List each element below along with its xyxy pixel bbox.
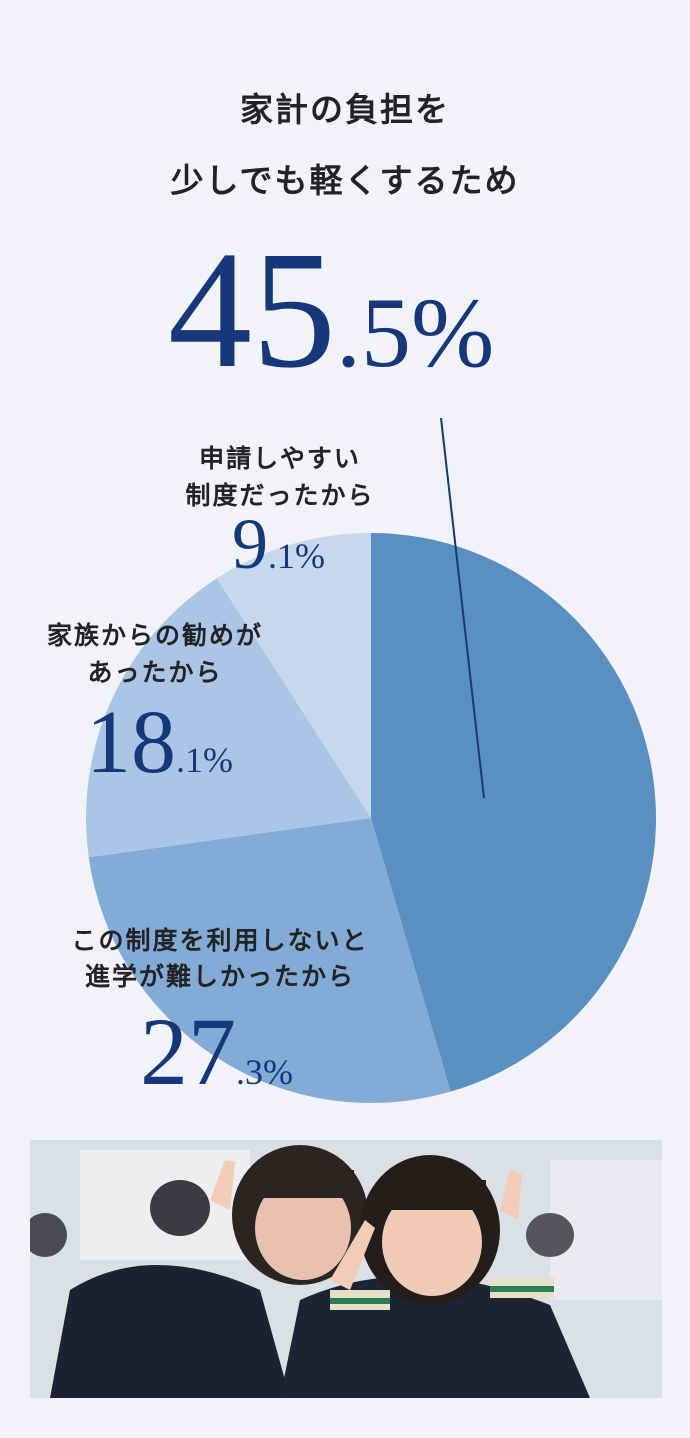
- pie-chart: [86, 417, 656, 1103]
- label-hard-to-enroll-line-2: 進学が難しかったから: [84, 962, 355, 991]
- headline-line-1: 家計の負担を: [240, 90, 450, 129]
- leader-line: [440, 417, 485, 799]
- pie-slice-3: [86, 578, 371, 858]
- label-apply-easy-line-1: 申請しやすい: [199, 444, 361, 473]
- value-apply-easy: 9.1%: [232, 504, 325, 584]
- headline-percentage: 45.5%: [168, 217, 495, 403]
- label-apply-easy-line-2: 制度だったから: [185, 481, 375, 510]
- pie-slice-2: [88, 818, 451, 1103]
- value-family-recommend: 18.1%: [86, 693, 233, 792]
- students-peace-sign-photo: [30, 1140, 662, 1398]
- value-hard-to-enroll: 27.3%: [140, 998, 293, 1105]
- pie-slice-4: [216, 533, 371, 818]
- headline-line-2: 少しでも軽くするため: [170, 161, 520, 200]
- label-hard-to-enroll-line-1: この制度を利用しないと: [71, 926, 369, 955]
- pie-slice-1: [371, 533, 656, 1092]
- label-family-recommend-line-2: あったから: [87, 658, 223, 687]
- photo-illustration: [30, 1140, 662, 1398]
- label-family-recommend-line-1: 家族からの勧めが: [46, 621, 263, 650]
